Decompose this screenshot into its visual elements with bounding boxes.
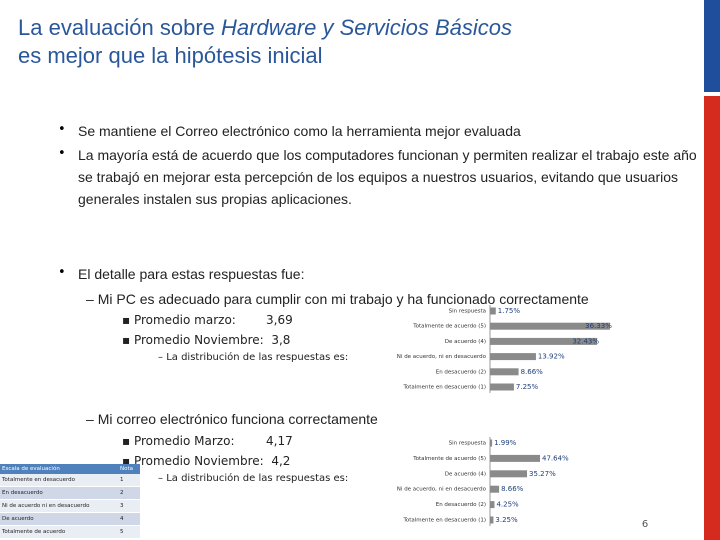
- average: ▪ Promedio Marzo:: [122, 434, 235, 448]
- value-label: 35.27%: [529, 470, 556, 478]
- category-label: Sin respuesta: [449, 309, 486, 315]
- average: ▪ Promedio Noviembre: 3,8: [122, 333, 291, 347]
- table-header: Escala de evaluación Nota: [0, 464, 140, 474]
- value-label: 32.43%: [572, 337, 599, 345]
- bullet-text: El detalle para estas respuestas fue:: [78, 266, 305, 282]
- bar: [490, 337, 598, 345]
- value-label: 1.75%: [498, 307, 521, 315]
- value-label: 4.25%: [496, 501, 519, 509]
- note: – La distribución de las respuestas es:: [158, 352, 349, 363]
- category-label: Ni de acuerdo, ni en desacuerdo: [397, 354, 487, 360]
- table-cell: Totalmente en desacuerdo: [0, 474, 119, 487]
- bullet: •: [58, 146, 66, 161]
- table-cell: De acuerdo: [0, 512, 119, 526]
- bar: [490, 454, 541, 462]
- category-label: De acuerdo (4): [445, 471, 486, 477]
- flag-gap: [704, 92, 720, 96]
- value-label: 8.66%: [501, 485, 524, 493]
- value-label: 47.64%: [542, 454, 569, 462]
- average-label: Promedio Marzo:: [133, 434, 235, 448]
- table-row: Ni de acuerdo ni en desacuerdo 3: [0, 499, 140, 513]
- average-value: 4,17: [266, 434, 293, 448]
- category-label: Totalmente de acuerdo (5): [412, 456, 486, 462]
- bar: [490, 368, 519, 376]
- subheading-text: Mi PC es adecuado para cumplir con mi tr…: [97, 291, 589, 307]
- category-label: Totalmente en desacuerdo (1): [402, 385, 486, 391]
- bullet-text: Se mantiene el Correo electrónico como l…: [78, 123, 521, 139]
- title-italic: Hardware y Servicios Básicos: [221, 15, 513, 40]
- table-cell: 5: [118, 525, 140, 539]
- average-label: Promedio Noviembre:: [133, 333, 264, 347]
- table-row: Totalmente en desacuerdo 1: [0, 474, 140, 487]
- slide-title: La evaluación sobre Hardware y Servicios…: [18, 14, 512, 70]
- bar: [490, 322, 610, 330]
- bar: [490, 307, 496, 315]
- title-text: es mejor que la hipótesis inicial: [18, 43, 323, 68]
- table-row: De acuerdo 4: [0, 512, 140, 526]
- bar: [490, 353, 536, 361]
- bar: [490, 439, 493, 447]
- subheading: – Mi correo electrónico funciona correct…: [86, 411, 378, 427]
- page-number: 6: [642, 519, 648, 530]
- category-label: Sin respuesta: [449, 441, 486, 447]
- bar: [490, 383, 514, 391]
- average: ▪ Promedio marzo:: [122, 313, 236, 327]
- table-cell: 2: [118, 486, 140, 500]
- note-text: La distribución de las respuestas es:: [166, 473, 349, 484]
- bullet-text: La mayoría está de acuerdo que los compu…: [78, 147, 697, 207]
- bullet: •: [58, 122, 66, 137]
- table-cell: Totalmente de acuerdo: [0, 525, 119, 539]
- average-value: 3,8: [271, 333, 291, 347]
- category-label: Ni de acuerdo, ni en desacuerdo: [397, 487, 487, 493]
- header-cell: Nota: [118, 464, 140, 474]
- table-row: En desacuerdo 2: [0, 486, 140, 500]
- average-value: 4,2: [271, 454, 291, 468]
- category-label: Totalmente de acuerdo (5): [412, 324, 486, 330]
- table-cell: En desacuerdo: [0, 486, 119, 500]
- bar: [490, 516, 494, 524]
- table-row: Totalmente de acuerdo 5: [0, 525, 140, 539]
- average-label: Promedio Noviembre:: [133, 454, 264, 468]
- average-value: 3,69: [266, 313, 293, 327]
- bar: [490, 485, 500, 493]
- title-text: La evaluación sobre: [18, 15, 222, 40]
- subheading-text: Mi correo electrónico funciona correctam…: [97, 411, 378, 427]
- value-label: 36.33%: [585, 322, 612, 330]
- subheading: – Mi PC es adecuado para cumplir con mi …: [86, 291, 589, 307]
- category-label: Totalmente en desacuerdo (1): [402, 518, 486, 524]
- note-text: La distribución de las respuestas es:: [166, 352, 349, 363]
- bullet: •: [58, 265, 66, 280]
- flag-blue: [704, 0, 720, 92]
- value-label: 8.66%: [521, 368, 544, 376]
- scale-table: Escala de evaluación Nota Totalmente en d…: [0, 464, 140, 539]
- value-label: 3.25%: [495, 516, 518, 524]
- bar: [490, 501, 495, 509]
- table-cell: Ni de acuerdo ni en desacuerdo: [0, 499, 119, 513]
- flag-red: [704, 96, 720, 540]
- category-label: De acuerdo (4): [445, 339, 486, 345]
- table-cell: 4: [118, 512, 140, 526]
- bar: [490, 470, 528, 478]
- average: ▪ Promedio Noviembre: 4,2: [122, 454, 291, 468]
- value-label: 7.25%: [516, 383, 539, 391]
- table-cell: 3: [118, 499, 140, 513]
- value-label: 13.92%: [538, 353, 565, 361]
- category-label: En desacuerdo (2): [436, 502, 486, 508]
- note: – La distribución de las respuestas es:: [158, 473, 349, 484]
- header-cell: Escala de evaluación: [0, 464, 119, 474]
- value-label: 1.99%: [494, 439, 517, 447]
- average-label: Promedio marzo:: [133, 313, 236, 327]
- table-cell: 1: [118, 474, 140, 487]
- category-label: En desacuerdo (2): [436, 369, 486, 375]
